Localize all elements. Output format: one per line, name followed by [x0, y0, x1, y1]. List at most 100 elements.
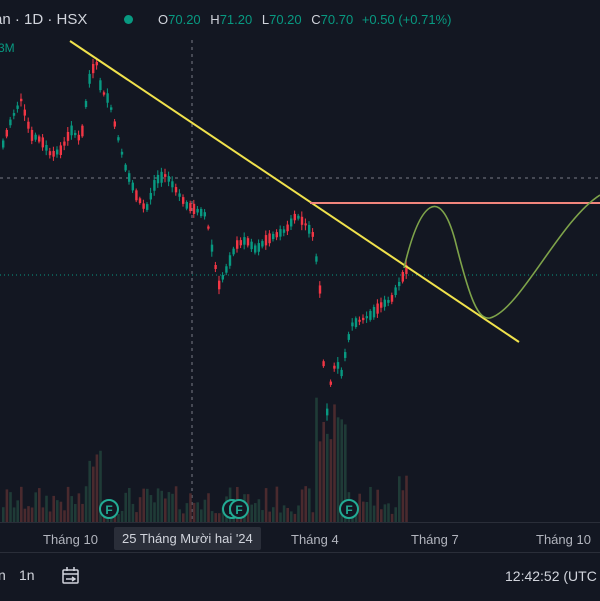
candle-body: [178, 193, 181, 197]
earnings-marker-1[interactable]: F: [99, 499, 119, 519]
market-status-dot: [124, 15, 133, 24]
volume-bar: [372, 505, 376, 522]
candle-body: [27, 121, 30, 129]
candle-body: [383, 299, 386, 307]
candle-body: [308, 224, 311, 234]
volume-bar: [322, 421, 325, 522]
candle-body: [189, 203, 192, 212]
volume-bar: [63, 510, 66, 522]
volume-bar: [394, 507, 397, 522]
volume-bar: [254, 503, 257, 522]
volume-bar: [20, 486, 23, 522]
candle-body: [207, 226, 210, 229]
candle-body: [210, 244, 214, 252]
volume-bar: [45, 495, 48, 522]
volume-bar: [405, 475, 408, 522]
volume-bar: [38, 488, 41, 522]
candle-body: [182, 197, 185, 204]
candle-body: [354, 318, 358, 328]
candle-body: [351, 322, 354, 327]
candle-body: [336, 362, 340, 369]
candle-body: [131, 182, 134, 191]
price-chart[interactable]: F F F F: [0, 0, 600, 522]
volume-bar: [182, 513, 185, 522]
projection-curve[interactable]: [403, 194, 600, 319]
volume-bar: [77, 493, 81, 522]
volume-bar: [120, 510, 124, 522]
open-label: O: [158, 12, 169, 27]
candle-body: [236, 240, 239, 249]
candle-body: [315, 256, 318, 262]
volume-bar: [308, 488, 311, 522]
candle-body: [30, 129, 34, 141]
volume-bar: [333, 404, 336, 522]
candle-body: [124, 164, 127, 171]
chart-area[interactable]: F F F F an · 1D · HSX O70.20 H71.20 L70.…: [0, 0, 600, 522]
time-axis[interactable]: Tháng 10 25 Tháng Mười hai '24 Tháng 4 T…: [0, 522, 600, 553]
candle-body: [106, 93, 109, 103]
svg-text:F: F: [105, 503, 112, 517]
volume-bar: [178, 509, 181, 522]
candle-body: [362, 317, 365, 321]
volume-bar: [272, 507, 275, 522]
clock-timezone[interactable]: 12:42:52 (UTC: [505, 568, 597, 584]
candle-body: [254, 245, 257, 253]
candle-body: [102, 92, 106, 95]
close-label: C: [311, 12, 321, 27]
volume-bar: [27, 506, 30, 522]
volume-bar: [153, 502, 156, 522]
candle-body: [243, 237, 246, 245]
calendar-range-icon[interactable]: [60, 565, 82, 587]
volume-bar: [5, 489, 9, 522]
volume-bar: [56, 500, 59, 522]
time-tick: Tháng 10: [43, 532, 98, 547]
candle-body: [110, 107, 113, 110]
candle-body: [358, 319, 361, 322]
candle-body: [70, 125, 73, 136]
volume-bar: [401, 490, 405, 522]
candle-body: [20, 98, 23, 102]
earnings-marker-4[interactable]: F: [339, 499, 359, 519]
candle-body: [333, 365, 336, 369]
volume-bar: [117, 513, 120, 522]
time-tick: Tháng 7: [411, 532, 459, 547]
bottom-toolbar: n 1n 12:42:52 (UTC: [0, 552, 600, 601]
candle-body: [304, 223, 307, 226]
volume-bar: [203, 499, 207, 522]
candle-body: [117, 137, 120, 141]
volume-bar: [174, 486, 178, 522]
candle-body: [2, 140, 5, 148]
timeframe-button[interactable]: n: [0, 567, 6, 583]
earnings-marker-3[interactable]: F: [229, 499, 249, 519]
candle-body: [149, 192, 152, 200]
volume-bar: [160, 490, 163, 522]
candle-body: [214, 264, 217, 270]
volume-bar: [398, 476, 401, 522]
timeframe-button-1n[interactable]: 1n: [19, 567, 35, 583]
volume-bar: [81, 503, 84, 522]
candle-body: [113, 121, 116, 127]
candle-body: [45, 144, 48, 151]
candle-body: [268, 233, 271, 244]
volume-bar: [92, 466, 95, 522]
candle-body: [34, 134, 37, 140]
symbol-title[interactable]: an · 1D · HSX: [0, 11, 88, 28]
volume-bar: [124, 492, 127, 522]
candle-body: [344, 352, 347, 358]
volume-bar: [290, 511, 293, 522]
low-value: 70.20: [269, 12, 302, 27]
candle-body: [326, 408, 329, 416]
svg-text:F: F: [235, 503, 242, 517]
trendline[interactable]: [69, 40, 520, 343]
candle-body: [16, 105, 19, 109]
volume-bar: [340, 419, 343, 522]
volume-bar: [365, 501, 369, 522]
candle-body: [401, 272, 404, 282]
volume-bar: [30, 507, 34, 522]
candle-body: [365, 316, 368, 319]
volume-bar: [200, 509, 203, 522]
candle-body: [23, 109, 26, 116]
volume-bar: [66, 486, 70, 522]
candle-body: [272, 233, 275, 240]
candle-body: [218, 280, 221, 290]
